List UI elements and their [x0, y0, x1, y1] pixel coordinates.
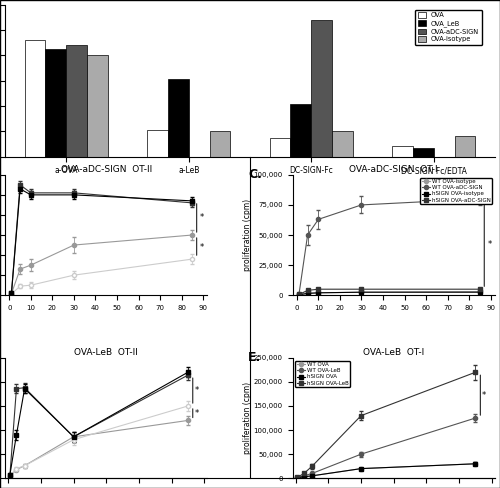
Y-axis label: proliferation (cpm): proliferation (cpm) [243, 199, 252, 271]
Text: *: * [200, 213, 204, 223]
Legend: OVA, OVA_LeB, OVA-aDC-SIGN, OVA-isotype: OVA, OVA_LeB, OVA-aDC-SIGN, OVA-isotype [415, 10, 482, 45]
Legend: WT OVA-isotype, WT OVA-aDC-SIGN, hSIGN OVA-isotype, hSIGN OVA-aDC-SIGN: WT OVA-isotype, WT OVA-aDC-SIGN, hSIGN O… [420, 178, 492, 204]
Bar [392, 145, 413, 157]
Bar [413, 148, 434, 157]
Text: C.: C. [248, 167, 262, 181]
Title: OVA-LeB  OT-II: OVA-LeB OT-II [74, 348, 138, 357]
Title: OVA-aDC-SIGN  OT-I: OVA-aDC-SIGN OT-I [350, 165, 438, 174]
Text: *: * [488, 240, 492, 249]
Text: *: * [482, 391, 486, 400]
Bar [270, 138, 290, 157]
Text: *: * [194, 386, 198, 395]
Bar [168, 79, 189, 157]
Title: OVA-aDC-SIGN  OT-II: OVA-aDC-SIGN OT-II [60, 165, 152, 174]
Y-axis label: proliferation (cpm): proliferation (cpm) [243, 382, 252, 454]
Bar [454, 136, 475, 157]
Text: *: * [194, 409, 198, 418]
Bar [147, 130, 168, 157]
Bar [66, 45, 87, 157]
Text: E.: E. [248, 350, 261, 364]
Bar [290, 104, 311, 157]
Bar [210, 131, 231, 157]
Bar [332, 131, 353, 157]
Text: *: * [200, 243, 204, 251]
Legend: WT OVA, WT OVA-LeB, hSIGN OVA, hSIGN OVA-LeB: WT OVA, WT OVA-LeB, hSIGN OVA, hSIGN OVA… [296, 361, 350, 387]
Bar [311, 20, 332, 157]
Bar [24, 41, 46, 157]
Bar [87, 56, 108, 157]
Title: OVA-LeB  OT-I: OVA-LeB OT-I [363, 348, 424, 357]
Bar [46, 49, 66, 157]
